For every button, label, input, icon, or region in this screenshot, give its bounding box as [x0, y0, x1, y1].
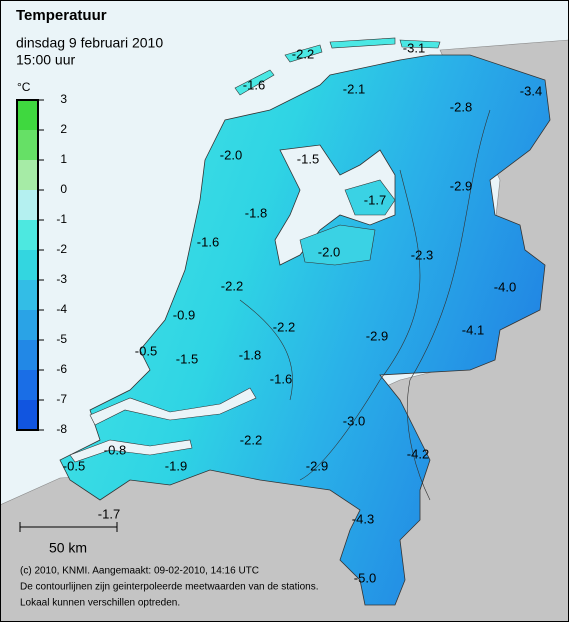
station-value: -1.8 [239, 347, 261, 362]
legend-band [17, 250, 38, 280]
station-value: -2.9 [306, 458, 328, 473]
station-value: -3.4 [520, 83, 542, 98]
station-value: -2.9 [366, 328, 388, 343]
lake [274, 144, 396, 266]
legend-band [17, 160, 38, 190]
legend-tick-label: 3 [60, 92, 67, 106]
footer-line: Lokaal kunnen verschillen optreden. [20, 598, 180, 609]
legend-band [17, 400, 38, 430]
legend-band [17, 370, 38, 400]
station-value: -0.5 [63, 458, 85, 473]
station-value: -2.9 [450, 178, 472, 193]
station-value: -4.1 [462, 322, 484, 337]
stations: -2.2 -3.1 -1.6 -2.1 -3.4 -2.8 -2.0 -1.5 -2.9 -1.7… [63, 40, 542, 585]
polder [344, 179, 396, 216]
station-value: -0.8 [104, 442, 126, 457]
legend-frame [16, 99, 39, 431]
contours [239, 109, 491, 501]
station-value: -2.2 [273, 319, 295, 334]
legend-tick-label: -3 [56, 272, 67, 286]
legend-band [17, 340, 38, 370]
title: Temperatuur [16, 7, 107, 24]
station-value: -1.9 [165, 458, 187, 473]
date: dinsdag 9 februari 2010 [16, 35, 163, 51]
station-value: -0.9 [173, 307, 195, 322]
station-value: -0.5 [135, 343, 157, 358]
station-value: -1.5 [297, 151, 319, 166]
time: 15:00 uur [16, 52, 75, 68]
station-value: -4.0 [494, 279, 516, 294]
station-value: -1.7 [364, 192, 386, 207]
station-value: -1.7 [98, 506, 120, 521]
netherlands [59, 54, 551, 606]
station-value: -3.0 [343, 413, 365, 428]
station-value: -5.0 [354, 570, 376, 585]
legend-band [17, 220, 38, 250]
station-value: -3.1 [403, 40, 425, 55]
polder [299, 224, 376, 266]
legend-band [17, 190, 38, 220]
footer: (c) 2010, KNMI. Aangemaakt: 09-02-2010, … [20, 566, 319, 609]
footer-line: (c) 2010, KNMI. Aangemaakt: 09-02-2010, … [20, 566, 259, 577]
legend-tick-label: -2 [56, 242, 67, 256]
station-value: -4.3 [352, 511, 374, 526]
station-value: -2.3 [411, 247, 433, 262]
legend-tick-label: -8 [56, 422, 67, 436]
station-value: -2.8 [450, 99, 472, 114]
scale-label: 50 km [49, 540, 87, 556]
station-value: -1.6 [243, 77, 265, 92]
station-value: -1.8 [245, 205, 267, 220]
legend-band [17, 130, 38, 160]
legend-tick-label: -7 [56, 392, 67, 406]
islands [234, 37, 441, 96]
station-value: -4.2 [407, 446, 429, 461]
legend-tick-label: 0 [60, 182, 67, 196]
station-value: -2.1 [343, 81, 365, 96]
legend-tick-label: -4 [56, 302, 67, 316]
legend-unit: °C [17, 80, 31, 94]
station-value: -2.0 [220, 147, 242, 162]
station-value: -1.6 [270, 371, 292, 386]
legend-tick-label: 2 [60, 122, 67, 136]
station-value: -1.5 [176, 351, 198, 366]
legend-band [17, 310, 38, 340]
station-value: -2.2 [240, 432, 262, 447]
legend-tick-label: 1 [60, 152, 67, 166]
legend-band [17, 100, 38, 130]
legend-tick-label: -5 [56, 332, 67, 346]
station-value: -2.2 [221, 278, 243, 293]
legend: 3 2 1 0 -1 -2 -3 -4 -5 -6 -7 -8 [16, 92, 67, 436]
station-value: -1.6 [197, 234, 219, 249]
station-value: -2.0 [318, 244, 340, 259]
legend-tick-label: -6 [56, 362, 67, 376]
legend-tick-label: -1 [56, 212, 67, 226]
estuaries [69, 387, 257, 463]
station-value: -2.2 [292, 46, 314, 61]
footer-line: De contourlijnen zijn geinterpoleerde me… [20, 582, 319, 593]
legend-band [17, 280, 38, 310]
